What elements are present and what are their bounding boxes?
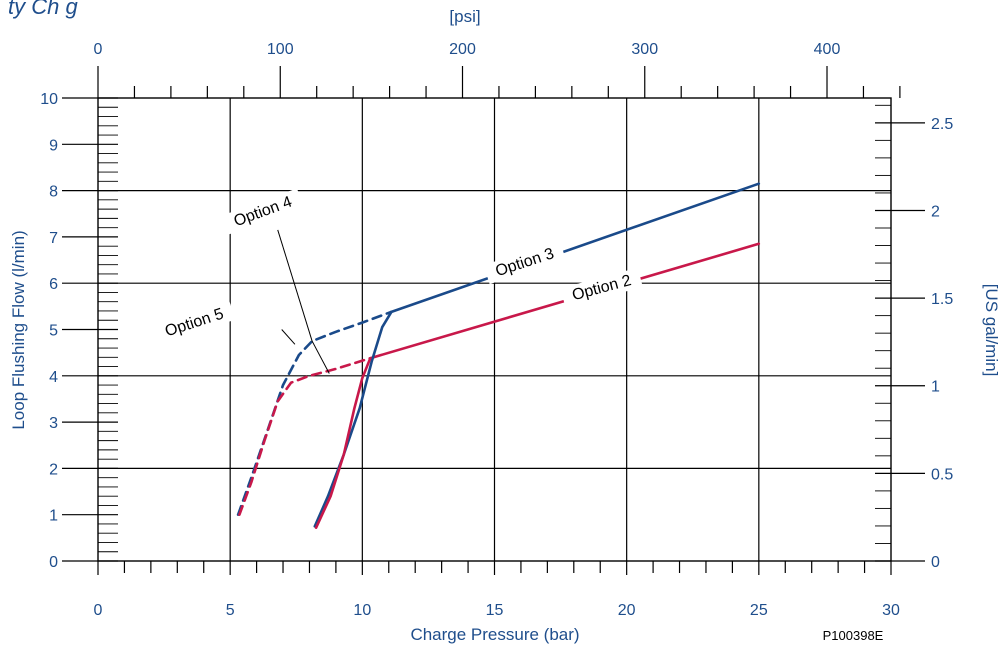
y-right-tick-label: 1 <box>931 379 940 396</box>
option-4-leader-lower <box>311 340 330 374</box>
x-tick-label: 30 <box>882 602 900 619</box>
y-axis-title: Loop Flushing Flow (l/min) <box>9 230 28 429</box>
x-top-tick-label: 100 <box>267 41 294 58</box>
x-top-tick-label: 0 <box>94 41 103 58</box>
annotation-bg <box>153 300 236 345</box>
annotation-bg <box>560 267 643 308</box>
annotation-group: Option 4 <box>221 188 304 235</box>
x-tick-label: 15 <box>486 602 504 619</box>
x-top-axis-label: [psi] <box>449 7 480 26</box>
x-axis-title: Charge Pressure (bar) <box>410 625 579 644</box>
axis-ticks <box>62 66 925 575</box>
option-5-leader <box>281 329 296 345</box>
y-right-tick-label: 2.5 <box>931 116 953 133</box>
annotation-label: Option 3 <box>493 245 556 280</box>
x-top-tick-label: 300 <box>631 41 658 58</box>
annotation-bg <box>483 240 566 285</box>
annotation-group: Option 2 <box>560 267 643 308</box>
x-tick-label: 0 <box>94 602 103 619</box>
y-right-axis-title: [US gal/min] <box>982 284 1000 377</box>
x-top-tick-label: 400 <box>814 41 841 58</box>
y-tick-label: 6 <box>49 276 58 293</box>
series-line-5 <box>238 356 372 517</box>
option-4-leader-upper <box>277 229 313 342</box>
y-right-tick-label: 1.5 <box>931 291 953 308</box>
x-tick-label: 10 <box>353 602 371 619</box>
y-tick-label: 3 <box>49 415 58 432</box>
series-line-2 <box>313 310 393 528</box>
series-annotations: Option 3 Option 2 Option 4 Option 5 <box>153 188 643 374</box>
series-lines <box>236 182 761 530</box>
figure-code: P100398E <box>823 628 884 643</box>
y-tick-label: 5 <box>49 323 58 340</box>
annotation-bg <box>221 188 304 235</box>
series-line-3 <box>314 356 372 530</box>
axis-tick-labels: 0 5 10 15 20 25 300 100 200 300 40001234567891000.… <box>40 41 953 619</box>
grid <box>98 98 891 561</box>
y-tick-label: 10 <box>40 91 58 108</box>
annotation-group: Option 3 <box>483 240 566 285</box>
y-tick-label: 0 <box>49 554 58 571</box>
y-tick-label: 9 <box>49 137 58 154</box>
y-tick-label: 8 <box>49 184 58 201</box>
x-tick-label: 25 <box>750 602 768 619</box>
y-tick-label: 7 <box>49 230 58 247</box>
y-right-tick-label: 0 <box>931 554 940 571</box>
series-line-4 <box>236 310 393 517</box>
y-tick-label: 1 <box>49 508 58 525</box>
annotation-group: Option 5 <box>153 300 236 345</box>
annotation-label: Option 2 <box>570 272 633 304</box>
x-top-tick-label: 200 <box>449 41 476 58</box>
y-right-tick-label: 2 <box>931 203 940 220</box>
annotation-label: Option 4 <box>232 194 295 231</box>
y-right-tick-label: 0.5 <box>931 466 953 483</box>
y-tick-label: 4 <box>49 369 58 386</box>
x-tick-label: 20 <box>618 602 636 619</box>
x-tick-label: 5 <box>226 602 235 619</box>
y-tick-label: 2 <box>49 461 58 478</box>
header-fragment: ty Ch g <box>8 0 78 19</box>
annotation-label: Option 5 <box>163 305 226 340</box>
series-line-0 <box>390 182 761 314</box>
